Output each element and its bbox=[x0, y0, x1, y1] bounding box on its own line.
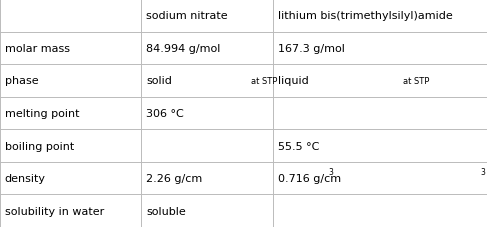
Text: phase: phase bbox=[5, 76, 38, 86]
Text: boiling point: boiling point bbox=[5, 141, 74, 151]
Text: 84.994 g/mol: 84.994 g/mol bbox=[146, 44, 221, 54]
Text: 2.26 g/cm: 2.26 g/cm bbox=[146, 173, 203, 183]
Text: at STP: at STP bbox=[251, 76, 278, 86]
Text: 55.5 °C: 55.5 °C bbox=[278, 141, 319, 151]
Text: solid: solid bbox=[146, 76, 172, 86]
Text: 0.716 g/cm: 0.716 g/cm bbox=[278, 173, 341, 183]
Text: soluble: soluble bbox=[146, 206, 186, 216]
Text: melting point: melting point bbox=[5, 109, 79, 118]
Text: sodium nitrate: sodium nitrate bbox=[146, 11, 228, 21]
Text: molar mass: molar mass bbox=[5, 44, 70, 54]
Text: 167.3 g/mol: 167.3 g/mol bbox=[278, 44, 344, 54]
Text: 3: 3 bbox=[328, 167, 333, 176]
Text: at STP: at STP bbox=[403, 76, 430, 86]
Text: density: density bbox=[5, 173, 46, 183]
Text: lithium bis(trimethylsilyl)amide: lithium bis(trimethylsilyl)amide bbox=[278, 11, 452, 21]
Text: 306 °C: 306 °C bbox=[146, 109, 184, 118]
Text: 3: 3 bbox=[480, 167, 485, 176]
Text: solubility in water: solubility in water bbox=[5, 206, 104, 216]
Text: liquid: liquid bbox=[278, 76, 308, 86]
